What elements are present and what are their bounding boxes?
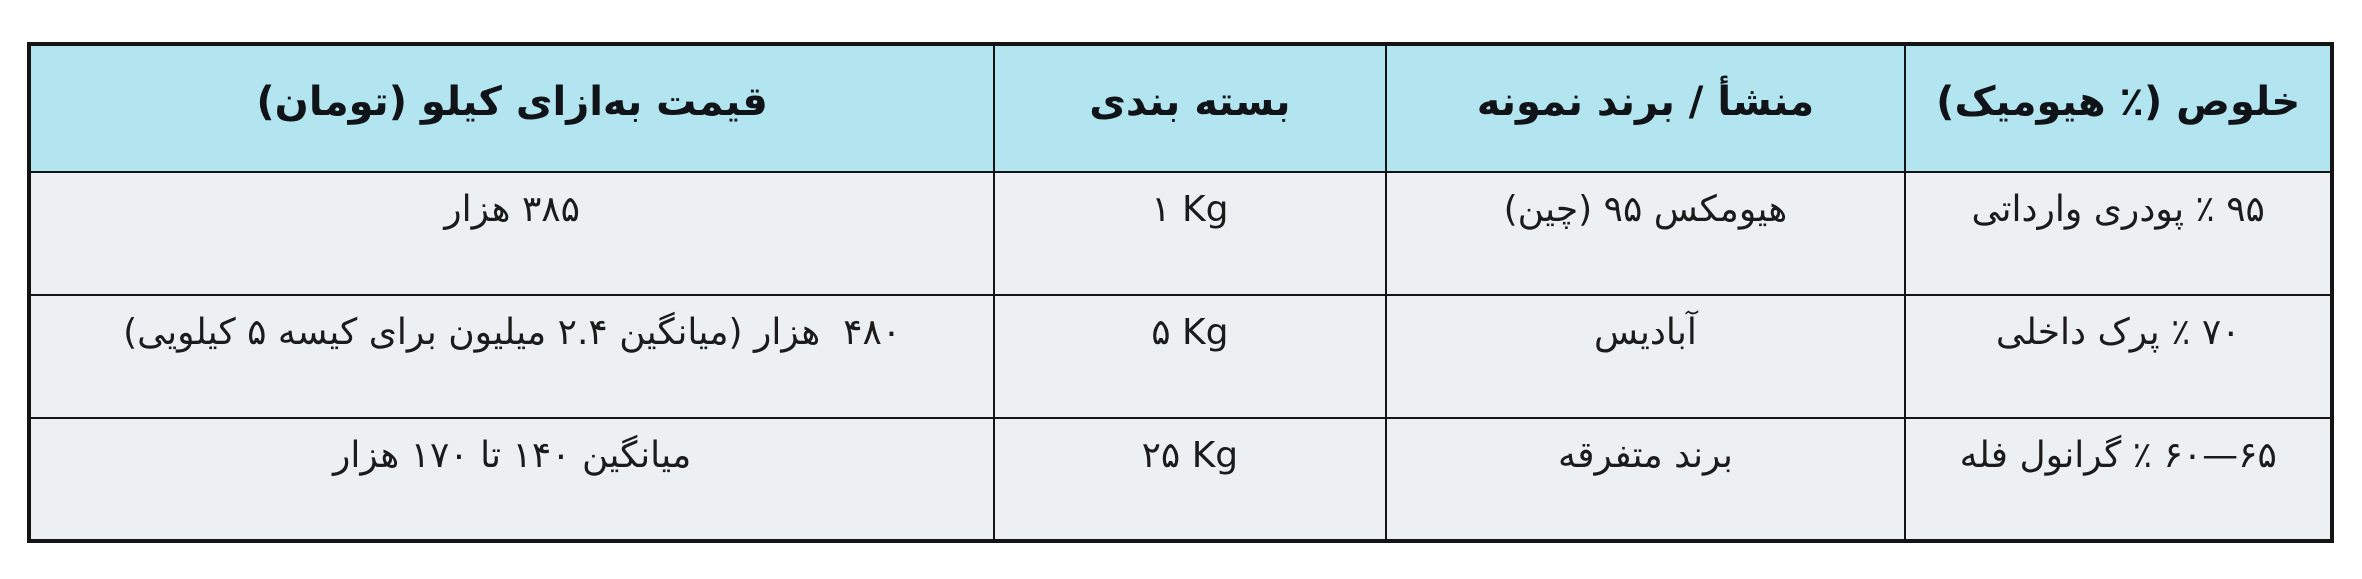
cell-purity: ۹۵ ٪ پودری وارداتی: [1904, 171, 2333, 296]
table-row-imported-powder: ۹۵ ٪ پودری وارداتی هیومکس ۹۵ (چین) ۱ Kg …: [27, 171, 2333, 296]
cell-price: ۴۸۰ هزار (میانگین ۲.۴ میلیون برای کیسه ۵…: [27, 294, 996, 419]
cell-purity: ‎۶۰—۶۵‎ ٪ گرانول فله: [1904, 417, 2333, 542]
cell-brand: هیومکس ۹۵ (چین): [1384, 171, 1907, 296]
cell-brand: برند متفرقه: [1384, 417, 1907, 542]
header-purity: خلوص (٪ هیومیک): [1904, 43, 2333, 173]
cell-packaging: ۵ Kg: [993, 294, 1387, 419]
cell-purity: ۷۰ ٪ پرک داخلی: [1904, 294, 2333, 419]
table-row-domestic-flake: ۷۰ ٪ پرک داخلی آبادیس ۵ Kg ۴۸۰ هزار (میا…: [27, 294, 2333, 419]
header-row: خلوص (٪ هیومیک) منشأ / برند نمونه بسته ب…: [27, 43, 2333, 173]
cell-packaging: ۱ Kg: [993, 171, 1387, 296]
cell-price: ۳۸۵ هزار: [27, 171, 996, 296]
header-price: قیمت به‌ازای کیلو (تومان): [27, 43, 996, 173]
cell-brand: آبادیس: [1384, 294, 1907, 419]
table-container: خلوص (٪ هیومیک) منشأ / برند نمونه بسته ب…: [27, 42, 2334, 543]
cell-packaging: ۲۵ Kg: [993, 417, 1387, 542]
humic-price-table: خلوص (٪ هیومیک) منشأ / برند نمونه بسته ب…: [27, 42, 2334, 543]
header-brand: منشأ / برند نمونه: [1384, 43, 1907, 173]
table-row-bulk-granule: ‎۶۰—۶۵‎ ٪ گرانول فله برند متفرقه ۲۵ Kg م…: [27, 417, 2333, 542]
cell-price: میانگین ۱۴۰ تا ۱۷۰ هزار: [27, 417, 996, 542]
header-packaging: بسته بندی: [993, 43, 1387, 173]
